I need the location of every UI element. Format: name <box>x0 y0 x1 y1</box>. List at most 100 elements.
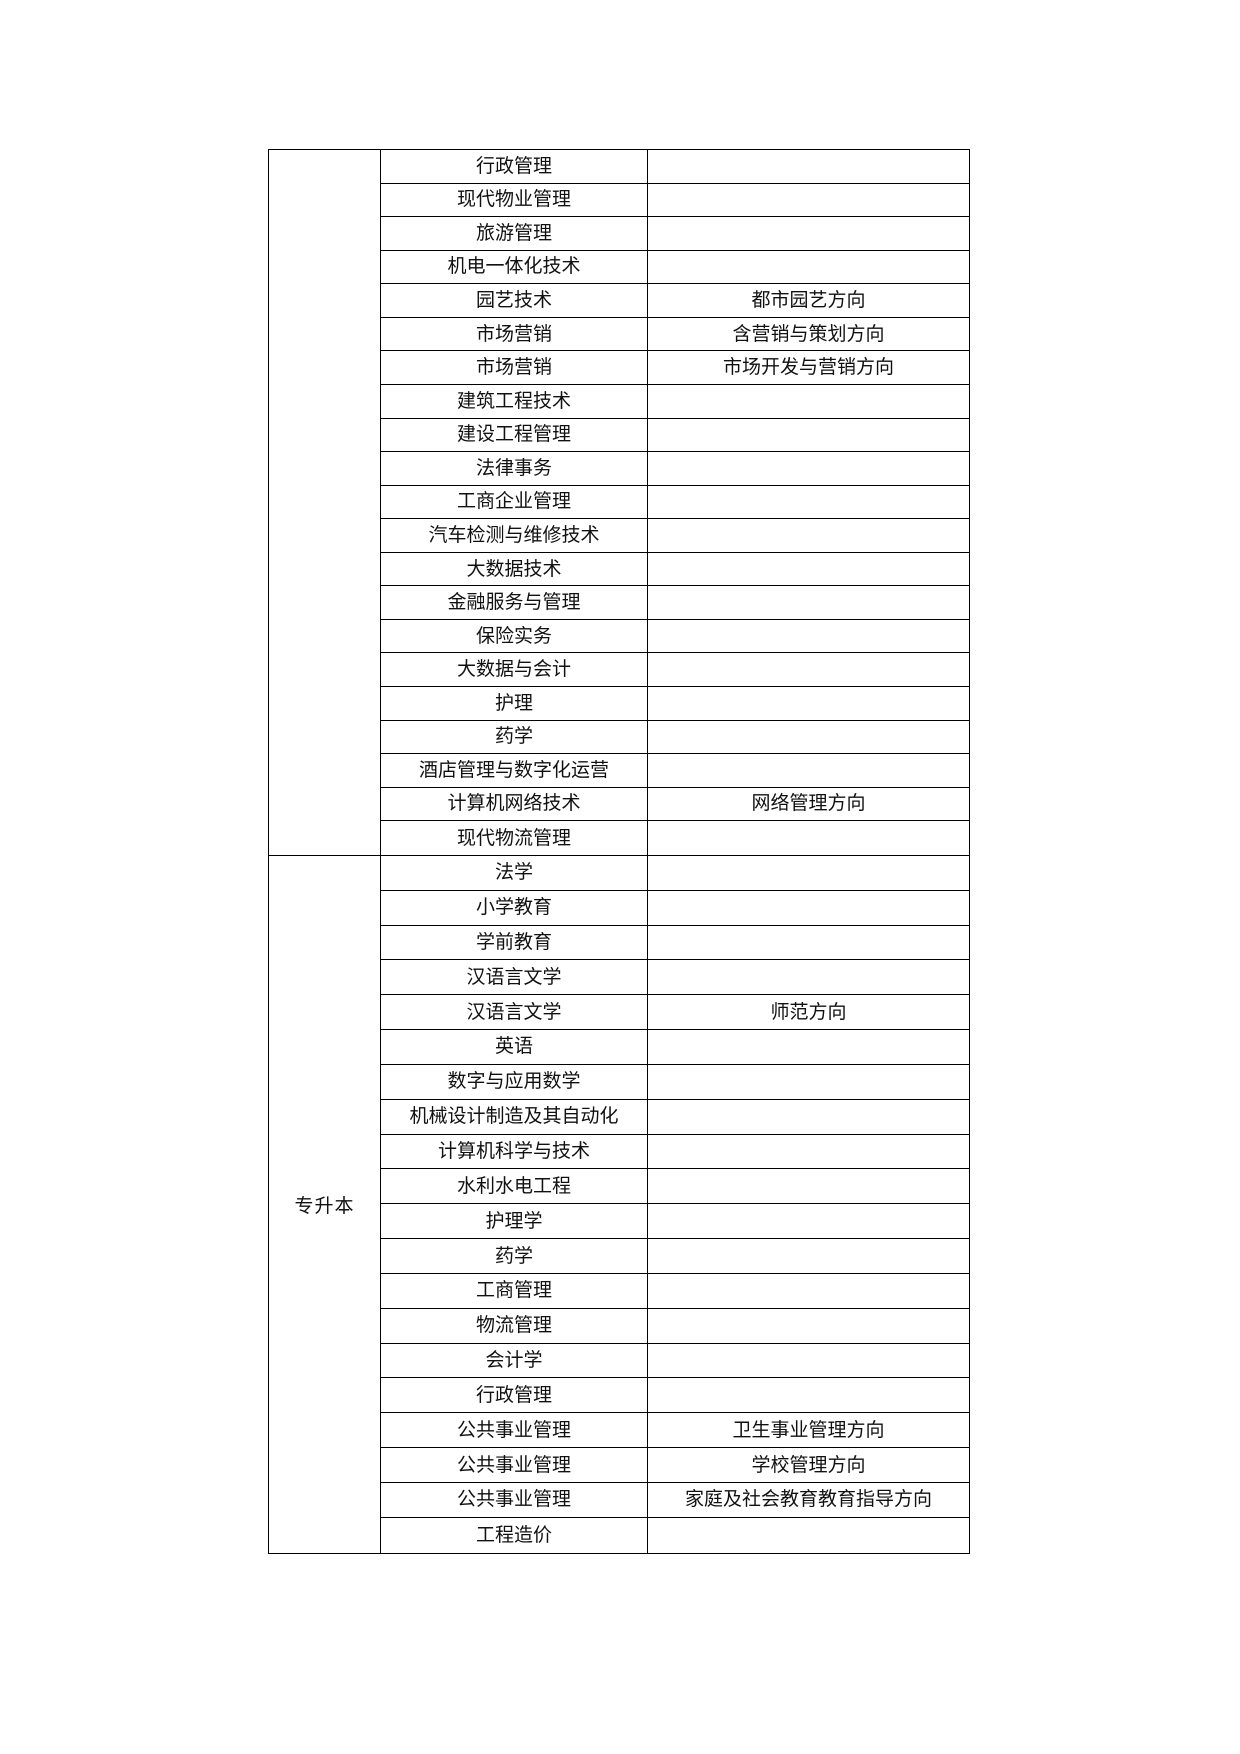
table-row: 数字与应用数学 <box>381 1064 969 1100</box>
table-row: 大数据技术 <box>381 552 969 587</box>
direction-cell <box>648 1309 969 1343</box>
table-row: 计算机科学与技术 <box>381 1134 969 1170</box>
program-cell: 旅游管理 <box>381 217 648 250</box>
direction-cell <box>648 553 969 586</box>
program-cell: 市场营销 <box>381 351 648 384</box>
program-cell: 计算机网络技术 <box>381 787 648 821</box>
table-row: 法律事务 <box>381 452 969 486</box>
program-cell: 工商管理 <box>381 1273 648 1308</box>
direction-cell: 学校管理方向 <box>751 1454 866 1476</box>
direction-cell <box>648 452 969 485</box>
direction-cell <box>648 1274 969 1308</box>
direction-cell <box>648 1204 969 1238</box>
direction-cell <box>648 586 969 619</box>
direction-cell <box>648 1239 969 1273</box>
direction-cell <box>648 960 969 994</box>
program-cell: 建设工程管理 <box>381 418 648 452</box>
direction-cell <box>648 620 969 653</box>
program-cell: 药学 <box>381 1239 648 1273</box>
direction-cell <box>648 385 969 418</box>
table-row: 公共事业管理 家庭及社会教育教育指导方向 <box>381 1483 969 1518</box>
program-cell: 小学教育 <box>381 890 648 925</box>
program-cell: 数字与应用数学 <box>381 1064 648 1099</box>
program-cell: 护理 <box>381 687 648 720</box>
program-cell: 护理学 <box>381 1204 648 1239</box>
table-row: 金融服务与管理 <box>381 586 969 620</box>
direction-cell <box>648 251 969 284</box>
program-cell: 市场营销 <box>381 317 648 351</box>
table-section: 专升本 法学 小学教育 学前教育 汉语言文学 汉语言文学 师范方向 英语 数字与应用数学 机械设计… <box>269 855 969 1553</box>
table-row: 药学 <box>381 720 969 755</box>
table-row: 护理 <box>381 687 969 721</box>
program-cell: 机电一体化技术 <box>381 250 648 284</box>
table-row: 物流管理 <box>381 1308 969 1344</box>
program-cell: 会计学 <box>381 1343 648 1378</box>
program-cell: 大数据与会计 <box>381 653 648 686</box>
direction-cell <box>648 687 969 720</box>
table-row: 工商管理 <box>381 1273 969 1309</box>
level-cell <box>269 150 381 855</box>
program-cell: 计算机科学与技术 <box>381 1134 648 1169</box>
section-rows: 行政管理 现代物业管理 旅游管理 机电一体化技术 园艺技术 都市园艺方向市场营销 含营销与策… <box>381 150 969 855</box>
table-row: 酒店管理与数字化运营 <box>381 754 969 788</box>
direction-cell <box>648 856 969 890</box>
direction-cell <box>648 1030 969 1064</box>
direction-cell <box>648 519 969 552</box>
direction-cell <box>648 486 969 519</box>
table-row: 建设工程管理 <box>381 418 969 453</box>
table-row: 机电一体化技术 <box>381 250 969 285</box>
direction-cell: 家庭及社会教育教育指导方向 <box>684 1489 932 1511</box>
level-cell: 专升本 <box>269 855 381 1553</box>
table-row: 汉语言文学 <box>381 960 969 996</box>
direction-cell <box>648 653 969 686</box>
direction-cell <box>648 1135 969 1169</box>
direction-cell <box>648 1518 969 1553</box>
table-row: 计算机网络技术 网络管理方向 <box>381 787 969 822</box>
table-row: 行政管理 <box>381 1378 969 1414</box>
direction-cell: 都市园艺方向 <box>751 290 866 312</box>
table-row: 市场营销 含营销与策划方向 <box>381 317 969 352</box>
table-row: 旅游管理 <box>381 217 969 251</box>
direction-cell <box>648 926 969 960</box>
table-row: 会计学 <box>381 1343 969 1379</box>
program-cell: 现代物流管理 <box>381 821 648 855</box>
program-cell: 学前教育 <box>381 925 648 960</box>
table-row: 工商企业管理 <box>381 485 969 520</box>
program-cell: 行政管理 <box>381 1378 648 1413</box>
direction-cell: 师范方向 <box>770 1001 847 1023</box>
programs-table: 行政管理 现代物业管理 旅游管理 机电一体化技术 园艺技术 都市园艺方向 市场营销 含营销与策… <box>268 149 970 1554</box>
program-cell: 法律事务 <box>381 452 648 485</box>
table-row: 学前教育 <box>381 925 969 961</box>
program-cell: 工商企业管理 <box>381 485 648 519</box>
program-cell: 大数据技术 <box>381 552 648 586</box>
table-row: 工程造价 <box>381 1517 969 1553</box>
table-row: 小学教育 <box>381 890 969 926</box>
program-cell: 公共事业管理 <box>381 1413 648 1448</box>
direction-cell <box>648 1169 969 1203</box>
program-cell: 公共事业管理 <box>381 1448 648 1482</box>
table-section: 行政管理 现代物业管理 旅游管理 机电一体化技术 园艺技术 都市园艺方向市场营销 含营销与策… <box>269 150 969 856</box>
program-cell: 现代物业管理 <box>381 183 648 217</box>
table-row: 公共事业管理 学校管理方向 <box>381 1448 969 1483</box>
direction-cell <box>648 217 969 250</box>
program-cell: 行政管理 <box>381 150 648 183</box>
direction-cell <box>648 721 969 754</box>
table-row: 机械设计制造及其自动化 <box>381 1099 969 1135</box>
table-row: 水利水电工程 <box>381 1169 969 1205</box>
program-cell: 水利水电工程 <box>381 1169 648 1204</box>
program-cell: 物流管理 <box>381 1308 648 1343</box>
table-row: 护理学 <box>381 1204 969 1240</box>
program-cell: 保险实务 <box>381 619 648 653</box>
table-row: 法学 <box>381 855 969 891</box>
program-cell: 汉语言文学 <box>381 995 648 1030</box>
direction-cell <box>648 419 969 452</box>
direction-cell <box>648 1065 969 1099</box>
program-cell: 汽车检测与维修技术 <box>381 519 648 552</box>
program-cell: 公共事业管理 <box>381 1483 648 1517</box>
program-cell: 金融服务与管理 <box>381 586 648 619</box>
program-cell: 机械设计制造及其自动化 <box>381 1099 648 1134</box>
program-cell: 园艺技术 <box>381 284 648 317</box>
program-cell: 药学 <box>381 720 648 754</box>
direction-cell: 卫生事业管理方向 <box>732 1419 885 1441</box>
